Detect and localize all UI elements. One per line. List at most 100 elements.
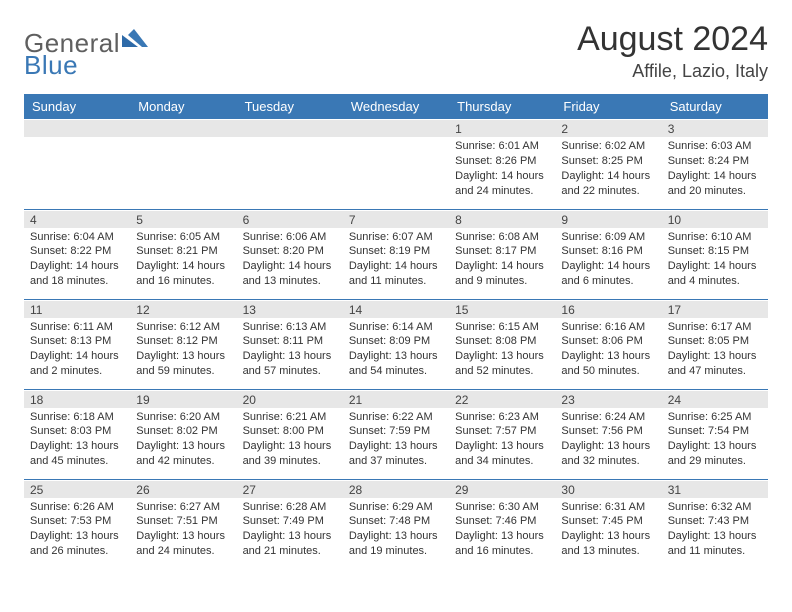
sunset-text: Sunset: 8:16 PM <box>561 244 655 259</box>
day-cell: 31Sunrise: 6:32 AMSunset: 7:43 PMDayligh… <box>662 479 768 569</box>
day-cell: 15Sunrise: 6:15 AMSunset: 8:08 PMDayligh… <box>449 299 555 389</box>
sunrise-text: Sunrise: 6:07 AM <box>349 230 443 245</box>
sunset-text: Sunset: 8:00 PM <box>243 424 337 439</box>
daylight-text: Daylight: 13 hours and 54 minutes. <box>349 349 443 379</box>
daylight-text: Daylight: 14 hours and 16 minutes. <box>136 259 230 289</box>
daylight-text: Daylight: 13 hours and 29 minutes. <box>668 439 762 469</box>
sunset-text: Sunset: 7:45 PM <box>561 514 655 529</box>
day-body: Sunrise: 6:15 AMSunset: 8:08 PMDaylight:… <box>449 318 555 383</box>
day-number: 30 <box>555 480 661 498</box>
daylight-text: Daylight: 14 hours and 9 minutes. <box>455 259 549 289</box>
sunset-text: Sunset: 8:19 PM <box>349 244 443 259</box>
day-number: 6 <box>237 210 343 228</box>
sunset-text: Sunset: 8:13 PM <box>30 334 124 349</box>
sunrise-text: Sunrise: 6:26 AM <box>30 500 124 515</box>
day-body: Sunrise: 6:28 AMSunset: 7:49 PMDaylight:… <box>237 498 343 563</box>
sunset-text: Sunset: 7:53 PM <box>30 514 124 529</box>
sunrise-text: Sunrise: 6:06 AM <box>243 230 337 245</box>
sunrise-text: Sunrise: 6:01 AM <box>455 139 549 154</box>
day-cell: 11 Sunrise: 6:11 AMSunset: 8:13 PMDayligh… <box>24 299 130 389</box>
day-body: Sunrise: 6:26 AMSunset: 7:53 PMDaylight:… <box>24 498 130 563</box>
day-number: 10 <box>662 210 768 228</box>
day-body: Sunrise: 6:07 AMSunset: 8:19 PMDaylight:… <box>343 228 449 293</box>
sunrise-text: Sunrise: 6:31 AM <box>561 500 655 515</box>
sunset-text: Sunset: 7:49 PM <box>243 514 337 529</box>
day-cell: 8 Sunrise: 6:08 AMSunset: 8:17 PMDaylight… <box>449 209 555 299</box>
day-cell: 14Sunrise: 6:14 AMSunset: 8:09 PMDayligh… <box>343 299 449 389</box>
day-number <box>24 119 130 137</box>
sunset-text: Sunset: 8:05 PM <box>668 334 762 349</box>
sunset-text: Sunset: 8:15 PM <box>668 244 762 259</box>
day-number: 7 <box>343 210 449 228</box>
week-row: 1 Sunrise: 6:01 AMSunset: 8:26 PM Daylight… <box>24 119 768 209</box>
daylight-text: Daylight: 13 hours and 52 minutes. <box>455 349 549 379</box>
day-number: 19 <box>130 390 236 408</box>
sunrise-text: Sunrise: 6:09 AM <box>561 230 655 245</box>
daylight-text: Daylight: 13 hours and 11 minutes. <box>668 529 762 559</box>
daylight-text: Daylight: 14 hours and 22 minutes. <box>561 169 655 199</box>
day-cell: 4Sunrise: 6:04 AMSunset: 8:22 PMDaylight… <box>24 209 130 299</box>
day-number: 8 <box>449 210 555 228</box>
daylight-text: Daylight: 13 hours and 42 minutes. <box>136 439 230 469</box>
day-cell: 26Sunrise: 6:27 AMSunset: 7:51 PMDayligh… <box>130 479 236 569</box>
sunrise-text: Sunrise: 6:18 AM <box>30 410 124 425</box>
dow-tuesday: Tuesday <box>237 94 343 119</box>
sunset-text: Sunset: 8:17 PM <box>455 244 549 259</box>
day-number: 9 <box>555 210 661 228</box>
day-number: 26 <box>130 480 236 498</box>
day-cell: 10Sunrise: 6:10 AMSunset: 8:15 PMDayligh… <box>662 209 768 299</box>
day-number: 23 <box>555 390 661 408</box>
daylight-text: Daylight: 14 hours and 20 minutes. <box>668 169 762 199</box>
daylight-text: Daylight: 14 hours and 2 minutes. <box>30 349 124 379</box>
day-number: 13 <box>237 300 343 318</box>
day-body: Sunrise: 6:17 AMSunset: 8:05 PMDaylight:… <box>662 318 768 383</box>
sunrise-text: Sunrise: 6:21 AM <box>243 410 337 425</box>
sunrise-text: Sunrise: 6:13 AM <box>243 320 337 335</box>
day-cell: 20Sunrise: 6:21 AMSunset: 8:00 PMDayligh… <box>237 389 343 479</box>
day-cell: 21Sunrise: 6:22 AMSunset: 7:59 PMDayligh… <box>343 389 449 479</box>
sunrise-text: Sunrise: 6:08 AM <box>455 230 549 245</box>
day-body: Sunrise: 6:21 AMSunset: 8:00 PMDaylight:… <box>237 408 343 473</box>
brand-blue: Blue <box>24 50 78 80</box>
daylight-text: Daylight: 13 hours and 26 minutes. <box>30 529 124 559</box>
dow-saturday: Saturday <box>662 94 768 119</box>
daylight-text: Daylight: 13 hours and 57 minutes. <box>243 349 337 379</box>
day-number: 2 <box>555 119 661 137</box>
day-number: 1 <box>449 119 555 137</box>
sunrise-text: Sunrise: 6:12 AM <box>136 320 230 335</box>
day-number: 27 <box>237 480 343 498</box>
day-cell: 23Sunrise: 6:24 AMSunset: 7:56 PMDayligh… <box>555 389 661 479</box>
day-body: Sunrise: 6:23 AMSunset: 7:57 PMDaylight:… <box>449 408 555 473</box>
daylight-text: Daylight: 14 hours and 6 minutes. <box>561 259 655 289</box>
brand-logo-icon <box>122 29 148 47</box>
header: General August 2024 Affile, Lazio, Italy <box>24 20 768 82</box>
sunset-text: Sunset: 7:54 PM <box>668 424 762 439</box>
sunset-text: Sunset: 7:56 PM <box>561 424 655 439</box>
sunrise-text: Sunrise: 6:11 AM <box>30 320 124 335</box>
sunset-text: Sunset: 8:21 PM <box>136 244 230 259</box>
day-body: Sunrise: 6:06 AMSunset: 8:20 PMDaylight:… <box>237 228 343 293</box>
day-number: 16 <box>555 300 661 318</box>
daylight-text: Daylight: 13 hours and 59 minutes. <box>136 349 230 379</box>
day-number: 28 <box>343 480 449 498</box>
day-number <box>237 119 343 137</box>
day-number: 11 <box>24 300 130 318</box>
dow-friday: Friday <box>555 94 661 119</box>
brand-blue-wrap: Blue <box>24 50 78 81</box>
day-cell <box>343 119 449 209</box>
day-number: 14 <box>343 300 449 318</box>
day-body: Sunrise: 6:18 AMSunset: 8:03 PMDaylight:… <box>24 408 130 473</box>
day-cell: 2Sunrise: 6:02 AMSunset: 8:25 PMDaylight… <box>555 119 661 209</box>
sunrise-text: Sunrise: 6:27 AM <box>136 500 230 515</box>
day-body: Sunrise: 6:12 AMSunset: 8:12 PMDaylight:… <box>130 318 236 383</box>
day-number: 3 <box>662 119 768 137</box>
sunset-text: Sunset: 7:57 PM <box>455 424 549 439</box>
sunrise-text: Sunrise: 6:30 AM <box>455 500 549 515</box>
calendar-body: 1 Sunrise: 6:01 AMSunset: 8:26 PM Daylight… <box>24 119 768 569</box>
daylight-text: Daylight: 13 hours and 39 minutes. <box>243 439 337 469</box>
sunrise-text: Sunrise: 6:05 AM <box>136 230 230 245</box>
day-number <box>343 119 449 137</box>
sunrise-text: Sunrise: 6:29 AM <box>349 500 443 515</box>
sunset-text: Sunset: 8:26 PM <box>455 154 549 169</box>
dow-sunday: Sunday <box>24 94 130 119</box>
